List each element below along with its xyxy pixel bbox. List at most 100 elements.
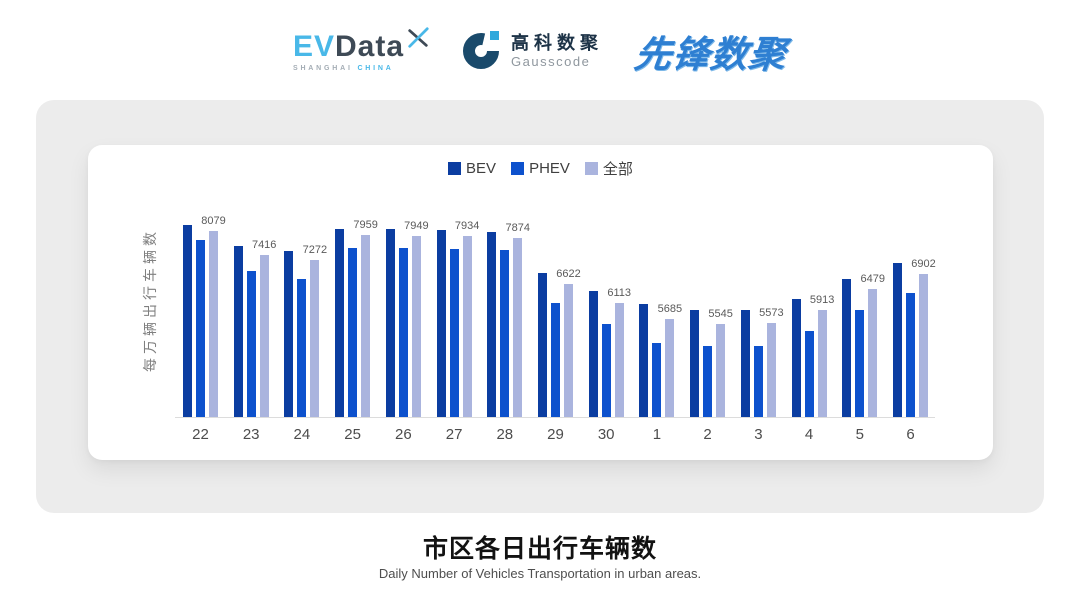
bar-value-label-26: 7949	[404, 219, 429, 232]
x-tick-22: 22	[192, 426, 209, 443]
gausscode-en-text: Gausscode	[511, 53, 591, 69]
bar-all-5	[868, 289, 878, 417]
bar-all-3	[766, 322, 776, 417]
legend-item-all: 全部	[584, 158, 633, 179]
legend-swatch-phev	[511, 162, 525, 175]
bar-group-28: 7874 28	[487, 197, 530, 443]
bar-group-5: 6479 5	[842, 197, 885, 443]
bar-value-label-1: 5685	[657, 302, 683, 315]
bar-all-28	[513, 238, 523, 417]
bar-bev-3	[740, 309, 750, 417]
x-tick-23: 23	[242, 426, 260, 443]
bar-all-24	[310, 260, 320, 417]
legend-label-phev: PHEV	[529, 160, 570, 177]
bar-phev-5	[855, 310, 865, 417]
bar-all-2	[716, 323, 726, 417]
x-axis-line	[175, 417, 935, 418]
bar-phev-2	[703, 346, 713, 417]
x-tick-5: 5	[855, 426, 864, 443]
bar-phev-26	[398, 247, 408, 417]
evdata-x-icon	[406, 26, 430, 55]
evdata-wordmark: EV Data	[292, 27, 430, 64]
y-axis-label: 每万辆出行车辆数	[142, 228, 158, 372]
bar-bev-28	[487, 232, 497, 417]
bar-group-30: 6113 30	[588, 197, 631, 443]
bar-all-25	[361, 235, 371, 417]
page-subtitle: Daily Number of Vehicles Transportation …	[378, 566, 702, 581]
bar-all-27	[462, 236, 472, 417]
x-tick-4: 4	[804, 426, 814, 443]
bar-value-label-25: 7959	[353, 219, 378, 232]
legend-item-bev: BEV	[448, 160, 496, 177]
evdata-subtext: SHANGHAI CHINA	[293, 65, 430, 72]
bar-group-25: 7959 25	[335, 197, 378, 443]
evdata-ev-text: EV	[292, 30, 335, 63]
legend-label-all: 全部	[602, 161, 633, 178]
x-tick-27: 27	[445, 426, 463, 443]
bar-bev-1	[639, 304, 649, 417]
bar-value-label-27: 7934	[454, 220, 480, 233]
x-tick-1: 1	[652, 426, 662, 443]
bar-value-label-5: 6479	[860, 273, 886, 286]
x-tick-2: 2	[703, 426, 712, 443]
bar-bev-30	[588, 290, 598, 417]
x-tick-24: 24	[293, 426, 311, 443]
x-tick-26: 26	[395, 426, 412, 443]
bar-group-4: 5913 4	[791, 197, 834, 443]
x-tick-3: 3	[754, 426, 763, 443]
bar-phev-27	[449, 249, 459, 417]
bar-phev-29	[551, 303, 560, 417]
bar-all-23	[259, 255, 269, 417]
legend-swatch-bev	[448, 162, 462, 175]
bar-bev-23	[233, 245, 243, 417]
bar-bev-25	[335, 228, 345, 417]
bar-all-6	[919, 273, 928, 417]
legend-item-phev: PHEV	[511, 160, 570, 177]
gausscode-text: 高科数聚 Gausscode	[511, 33, 603, 70]
evdata-shanghai-text: SHANGHAI	[292, 65, 353, 72]
bar-bev-5	[842, 278, 852, 417]
bar-phev-3	[753, 345, 763, 417]
bar-bev-22	[183, 225, 192, 417]
x-tick-25: 25	[344, 426, 361, 443]
bar-value-label-22: 8079	[201, 214, 226, 227]
bar-value-label-3: 5573	[759, 306, 784, 319]
bar-group-22: 8079 22	[183, 197, 226, 443]
bar-group-26: 7949 26	[385, 197, 429, 443]
bar-bev-24	[284, 250, 294, 417]
header-logos: EV Data SHANGHAI CHINA	[0, 16, 1080, 86]
evdata-logo: EV Data SHANGHAI CHINA	[292, 27, 430, 72]
bar-phev-25	[348, 247, 358, 417]
bar-value-label-23: 7416	[251, 239, 277, 252]
bar-value-label-29: 6622	[556, 268, 581, 281]
bar-phev-23	[246, 271, 256, 417]
legend-label-bev: BEV	[466, 160, 497, 177]
bar-bev-29	[538, 272, 547, 417]
bar-group-24: 7272 24	[284, 197, 327, 443]
bar-phev-28	[500, 249, 510, 417]
bar-all-29	[564, 284, 573, 417]
evdata-china-text: CHINA	[357, 65, 394, 72]
bar-group-2: 5545 2	[690, 197, 733, 443]
bar-group-3: 5573 3	[740, 197, 784, 443]
bar-bev-6	[893, 262, 902, 417]
gausscode-cn-text: 高科数聚	[511, 32, 604, 53]
x-tick-6: 6	[906, 426, 915, 443]
bar-bev-27	[436, 230, 446, 417]
bar-value-label-28: 7874	[505, 222, 531, 235]
bar-phev-1	[652, 342, 662, 417]
bar-group-23: 7416 23	[233, 197, 276, 443]
bar-value-label-24: 7272	[302, 244, 328, 257]
bar-all-4	[817, 310, 827, 417]
bars-area: 8079 22 7416 23 7272 24 7959 25 7949 26 7934 27 7874…	[183, 197, 936, 443]
bar-value-label-4: 5913	[809, 294, 835, 307]
bar-all-22	[209, 230, 218, 417]
bar-phev-30	[601, 324, 611, 417]
bar-all-1	[665, 318, 675, 417]
x-tick-28: 28	[496, 426, 514, 443]
bar-phev-4	[804, 331, 814, 417]
chart-card: BEV PHEV 全部 每万辆出行车辆数 8079 22 7416 23 7272 24 7…	[88, 145, 993, 460]
bar-group-1: 5685 1	[639, 197, 682, 443]
bar-all-26	[411, 235, 421, 417]
